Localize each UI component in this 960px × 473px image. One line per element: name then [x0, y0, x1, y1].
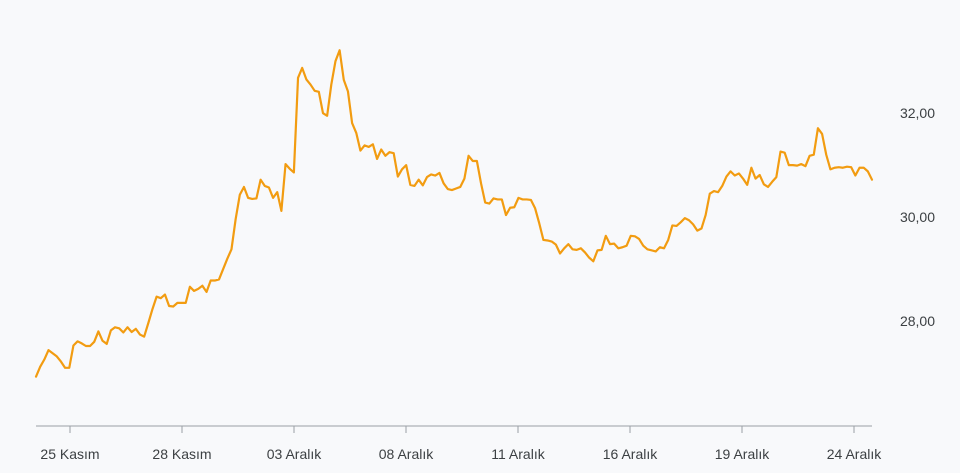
x-tick-label: 25 Kasım	[40, 446, 99, 462]
y-axis-ticks: 28,00 30,00 32,00	[900, 105, 935, 329]
x-tick-label: 19 Aralık	[715, 446, 770, 462]
series-line	[34, 49, 874, 378]
x-tick-label: 08 Aralık	[379, 446, 434, 462]
y-tick-label: 30,00	[900, 209, 935, 225]
y-tick-label: 28,00	[900, 313, 935, 329]
x-tick-label: 16 Aralık	[603, 446, 658, 462]
y-tick-label: 32,00	[900, 105, 935, 121]
x-tick-label: 03 Aralık	[267, 446, 322, 462]
x-tick-label: 11 Aralık	[491, 446, 545, 462]
x-tick-label: 24 Aralık	[827, 446, 882, 462]
x-axis-ticks: 25 Kasım 28 Kasım 03 Aralık 08 Aralık 11 Ara…	[40, 426, 882, 462]
x-tick-label: 28 Kasım	[152, 446, 211, 462]
plot-area	[34, 49, 874, 378]
